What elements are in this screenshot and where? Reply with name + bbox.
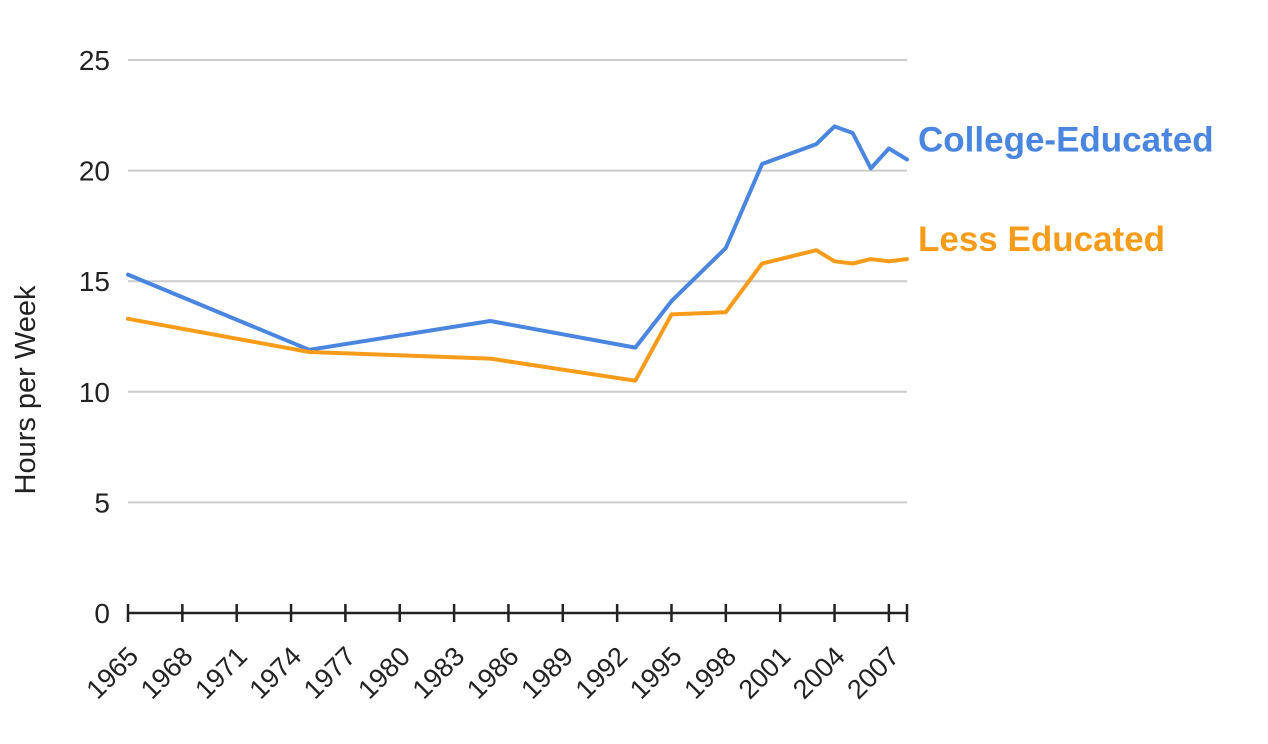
x-tick-label: 1998 (678, 641, 742, 705)
series-labels: College-Educated Less Educated (918, 121, 1214, 260)
y-tick-label: 0 (94, 598, 110, 629)
x-tick-label: 1980 (352, 641, 416, 705)
grid-lines (128, 59, 907, 504)
x-tick-label: 2004 (787, 641, 851, 705)
y-tick-label: 15 (79, 266, 110, 297)
x-axis: 1965196819711974197719801983198619891992… (81, 604, 909, 705)
x-tick-label: 1965 (81, 641, 145, 705)
x-tick-label: 2001 (733, 641, 797, 705)
y-tick-label: 25 (79, 45, 110, 76)
series-label: Less Educated (918, 220, 1165, 259)
y-tick-label: 20 (79, 156, 110, 187)
y-tick-label: 5 (94, 487, 110, 518)
x-tick-label: 2007 (841, 641, 905, 705)
x-tick-label: 1995 (624, 641, 688, 705)
x-tick-label: 1968 (135, 641, 199, 705)
x-tick-label: 1977 (298, 641, 362, 705)
x-tick-label: 1986 (461, 641, 525, 705)
y-axis-ticks: 0 5 10 15 20 25 (79, 45, 110, 629)
x-tick-label: 1983 (407, 641, 471, 705)
x-tick-label: 1992 (570, 641, 634, 705)
x-tick-label: 1971 (189, 641, 253, 705)
x-tick-label: 1989 (515, 641, 579, 705)
y-axis-label: Hours per Week (10, 285, 42, 494)
x-tick-label: 1974 (244, 641, 308, 705)
series-lines (126, 124, 909, 383)
series-line (126, 124, 909, 352)
series-line (126, 248, 909, 383)
y-tick-label: 10 (79, 377, 110, 408)
series-label: College-Educated (918, 121, 1214, 160)
